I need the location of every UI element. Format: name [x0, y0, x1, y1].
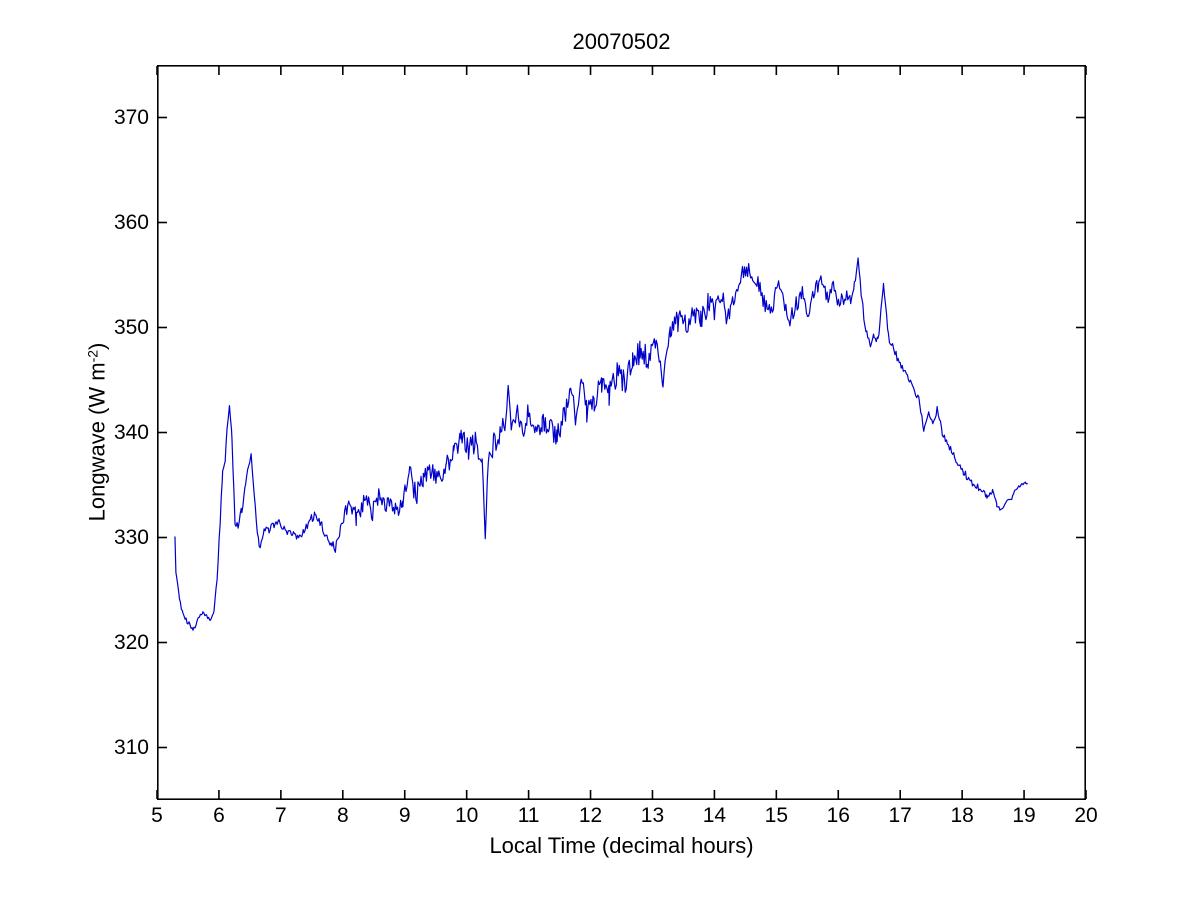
chart-title: 20070502	[572, 29, 671, 54]
x-axis-label: Local Time (decimal hours)	[489, 833, 754, 858]
x-tick-label: 12	[578, 804, 603, 827]
data-line	[174, 257, 1029, 631]
axes-svg	[156, 65, 1087, 801]
y-tick-label: 370	[113, 105, 149, 129]
plot-area	[156, 65, 1087, 801]
y-axis-label-close: )	[84, 342, 110, 350]
x-tick-label: 20	[1074, 804, 1098, 827]
x-tick-label: 17	[888, 804, 912, 827]
x-tick-label: 13	[640, 804, 665, 827]
x-tick-label: 6	[213, 804, 225, 827]
x-tick-label: 8	[336, 804, 349, 827]
axes-box	[157, 65, 1087, 801]
x-tick-label: 14	[702, 804, 727, 827]
x-tick-label: 19	[1012, 804, 1036, 827]
x-tick-label: 18	[950, 804, 974, 827]
y-tick-label: 330	[113, 525, 149, 549]
x-tick-label: 15	[764, 804, 788, 827]
x-tick-label: 7	[275, 804, 287, 827]
x-tick-label: 9	[398, 804, 411, 827]
y-axis-label-superscript: -2	[84, 349, 101, 363]
y-tick-label: 340	[113, 420, 149, 444]
x-tick-label: 10	[454, 804, 479, 827]
x-tick-label: 5	[151, 804, 163, 827]
y-tick-label: 360	[113, 210, 149, 234]
y-tick-label: 310	[113, 735, 149, 759]
y-tick-label: 320	[113, 630, 149, 654]
x-tick-label: 11	[517, 804, 540, 827]
x-tick-label: 16	[826, 804, 850, 827]
y-tick-label: 350	[113, 315, 149, 339]
